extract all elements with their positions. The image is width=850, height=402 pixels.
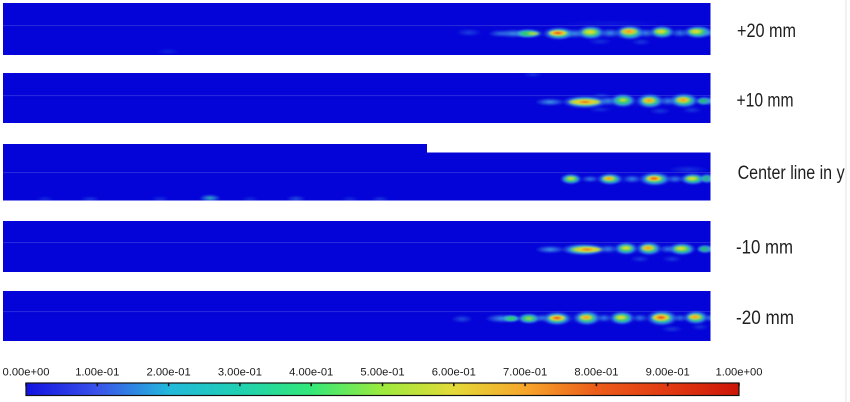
svg-text:3.00e-01: 3.00e-01 — [218, 367, 262, 379]
svg-text:5.00e-01: 5.00e-01 — [360, 367, 404, 379]
svg-text:-10 mm: -10 mm — [736, 237, 793, 259]
svg-text:-20 mm: -20 mm — [736, 307, 794, 329]
svg-text:4.00e-01: 4.00e-01 — [289, 367, 333, 379]
svg-text:7.00e-01: 7.00e-01 — [503, 367, 547, 379]
svg-text:Center line in y: Center line in y — [738, 162, 845, 184]
svg-text:9.00e-01: 9.00e-01 — [646, 367, 690, 379]
svg-text:0.00e+00: 0.00e+00 — [3, 367, 50, 379]
svg-text:+10 mm: +10 mm — [737, 89, 794, 111]
svg-text:1.00e+00: 1.00e+00 — [716, 367, 763, 379]
svg-text:1.00e-01: 1.00e-01 — [75, 367, 119, 379]
svg-text:6.00e-01: 6.00e-01 — [432, 367, 476, 379]
svg-text:2.00e-01: 2.00e-01 — [147, 367, 191, 379]
svg-text:8.00e-01: 8.00e-01 — [574, 367, 618, 379]
svg-text:+20 mm: +20 mm — [737, 20, 796, 42]
